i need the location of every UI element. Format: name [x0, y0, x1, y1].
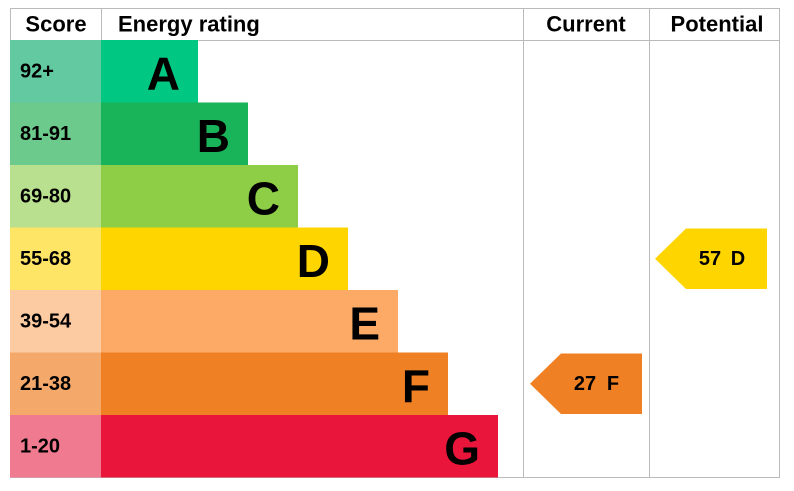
rating-letter: G [444, 422, 480, 474]
rating-bar [101, 352, 448, 415]
score-label: 1-20 [20, 435, 60, 457]
rating-letter: B [197, 110, 230, 162]
rating-letter: D [297, 235, 330, 287]
score-cell [10, 290, 101, 353]
score-label: 39-54 [20, 310, 72, 332]
header-score: Score [25, 12, 86, 37]
rating-bar [101, 102, 248, 165]
score-label: 21-38 [20, 373, 71, 395]
rating-bar [101, 227, 348, 290]
score-cell [10, 102, 101, 165]
rating-bar [101, 165, 298, 228]
score-cell [10, 40, 101, 103]
header-rating: Energy rating [118, 12, 260, 37]
current-value: 27 [574, 373, 596, 395]
score-label: 92+ [20, 60, 54, 82]
rating-letter: F [402, 360, 430, 412]
header-potential: Potential [671, 12, 764, 37]
rating-letter: C [247, 172, 280, 224]
score-cell [10, 352, 101, 415]
rating-bar [101, 40, 198, 103]
potential-value: 57 [699, 248, 721, 270]
score-label: 69-80 [20, 185, 71, 207]
score-cell [10, 227, 101, 290]
rating-letter: A [147, 47, 180, 99]
score-cell [10, 165, 101, 228]
rating-bar [101, 290, 398, 353]
potential-letter: D [731, 248, 745, 270]
potential-arrow [655, 228, 767, 289]
score-cell [10, 415, 101, 478]
rating-letter: E [349, 297, 380, 349]
current-arrow [530, 353, 642, 414]
score-label: 55-68 [20, 248, 71, 270]
rating-bar [101, 415, 498, 478]
header-current: Current [546, 12, 626, 37]
score-label: 81-91 [20, 123, 71, 145]
current-letter: F [607, 373, 619, 395]
